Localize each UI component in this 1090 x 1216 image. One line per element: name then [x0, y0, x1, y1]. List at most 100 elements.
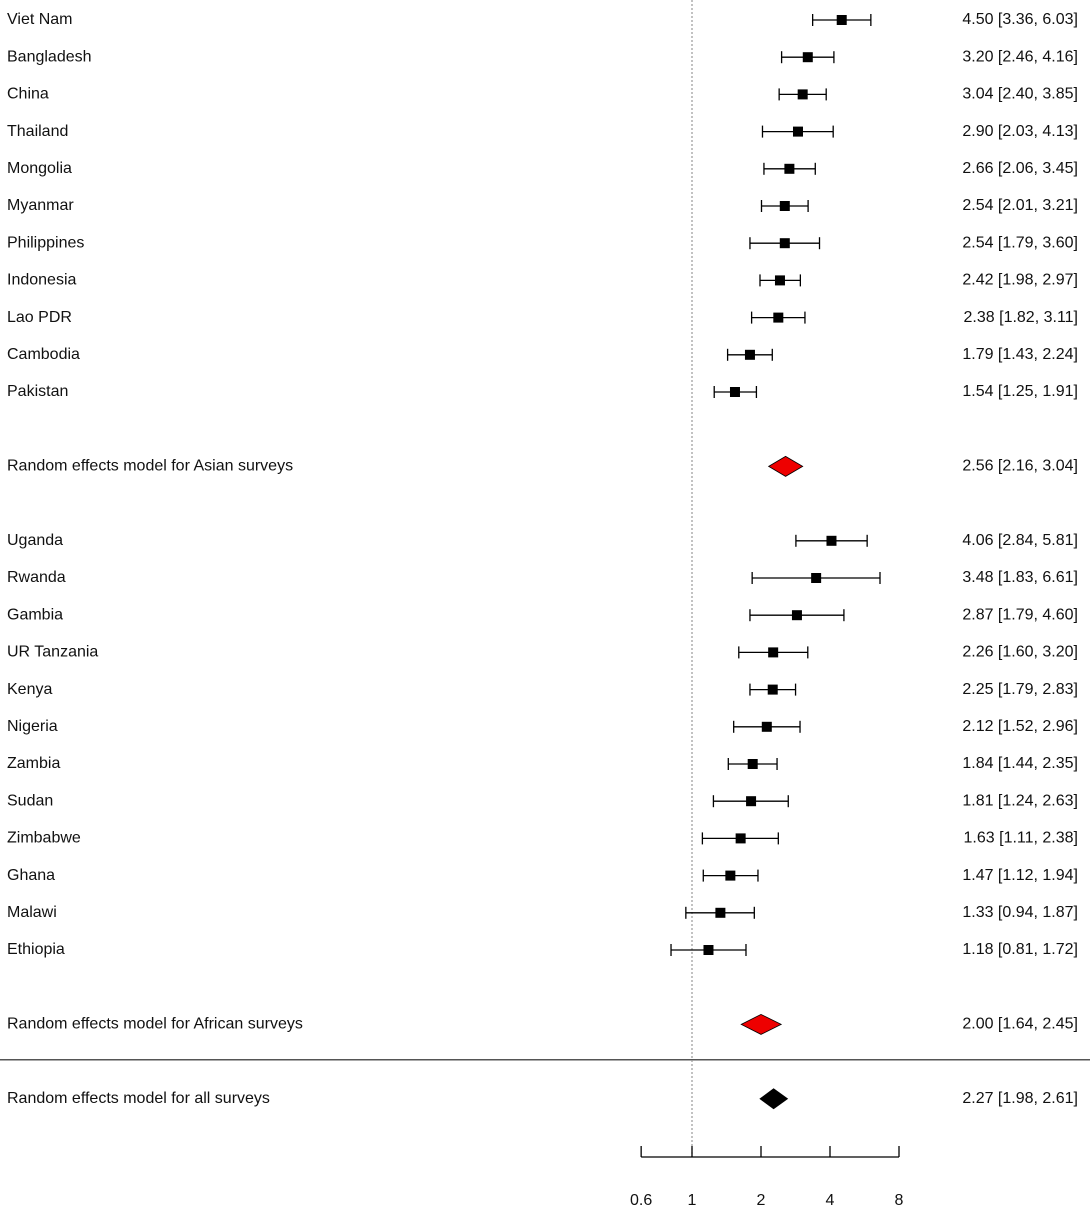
subgroup-summary-estimate-text: 2.00 [1.64, 2.45]: [962, 1016, 1078, 1033]
subgroup-summary-row: Random effects model for African surveys…: [7, 1013, 1078, 1035]
study-estimate-text: 2.90 [2.03, 4.13]: [962, 123, 1078, 140]
study-row: Bangladesh 3.20 [2.46, 4.16]: [7, 48, 1078, 65]
study-label: Indonesia: [7, 272, 76, 289]
study-row: Lao PDR 2.38 [1.82, 3.11]: [7, 309, 1078, 326]
x-tick-label: 4: [826, 1192, 835, 1209]
study-estimate-text: 1.63 [1.11, 2.38]: [964, 830, 1078, 847]
study-row: Viet Nam 4.50 [3.36, 6.03]: [7, 11, 1078, 28]
point-estimate-square: [768, 647, 779, 658]
subgroup-summary-label: Random effects model for Asian surveys: [7, 458, 293, 475]
study-label: Gambia: [7, 606, 63, 623]
point-estimate-square: [779, 201, 790, 211]
study-row: China 3.04 [2.40, 3.85]: [7, 86, 1078, 103]
subgroup-summary-diamond: [767, 455, 804, 477]
point-estimate-square: [703, 945, 714, 955]
study-label: Lao PDR: [7, 309, 72, 326]
study-label: Bangladesh: [7, 48, 92, 65]
point-estimate-square: [744, 349, 755, 360]
study-estimate-text: 2.66 [2.06, 3.45]: [962, 160, 1078, 177]
study-row: UR Tanzania 2.26 [1.60, 3.20]: [7, 644, 1078, 661]
study-label: Pakistan: [7, 383, 68, 400]
study-label: Nigeria: [7, 718, 58, 735]
study-label: Zambia: [7, 755, 60, 772]
subgroup-summary-label: Random effects model for African surveys: [7, 1016, 303, 1033]
point-estimate-square: [811, 573, 822, 583]
study-label: Sudan: [7, 792, 53, 809]
study-estimate-text: 4.06 [2.84, 5.81]: [962, 532, 1078, 549]
study-row: Nigeria 2.12 [1.52, 2.96]: [7, 718, 1078, 735]
study-estimate-text: 2.12 [1.52, 2.96]: [962, 718, 1078, 735]
study-label: Ethiopia: [7, 941, 65, 958]
point-estimate-square: [729, 387, 740, 397]
study-estimate-text: 1.18 [0.81, 1.72]: [962, 941, 1078, 958]
study-row: Zimbabwe 1.63 [1.11, 2.38]: [7, 830, 1078, 847]
study-estimate-text: 2.54 [1.79, 3.60]: [962, 234, 1078, 251]
point-estimate-square: [767, 684, 778, 695]
study-label: Philippines: [7, 234, 84, 251]
point-estimate-square: [773, 312, 784, 323]
study-label: Myanmar: [7, 197, 74, 214]
point-estimate-square: [761, 721, 772, 732]
study-estimate-text: 2.42 [1.98, 2.97]: [962, 272, 1078, 289]
study-row: Indonesia 2.42 [1.98, 2.97]: [7, 272, 1078, 289]
study-estimate-text: 3.04 [2.40, 3.85]: [962, 86, 1078, 103]
point-estimate-square: [797, 89, 808, 100]
rows-layer: Viet Nam 4.50 [3.36, 6.03] Bangladesh 3.20 …: [7, 11, 1078, 1110]
study-estimate-text: 2.25 [1.79, 2.83]: [962, 681, 1078, 698]
study-row: Rwanda 3.48 [1.83, 6.61]: [7, 569, 1078, 586]
x-axis: 0.6 1 2 4 8: [630, 1146, 904, 1209]
study-estimate-text: 2.87 [1.79, 4.60]: [962, 606, 1078, 623]
overall-summary-estimate-text: 2.27 [1.98, 2.61]: [962, 1090, 1078, 1107]
reference-layer: [0, 0, 1090, 1157]
study-row: Zambia 1.84 [1.44, 2.35]: [7, 755, 1078, 772]
overall-summary-diamond: [759, 1088, 789, 1110]
study-estimate-text: 4.50 [3.36, 6.03]: [962, 11, 1078, 28]
study-row: Sudan 1.81 [1.24, 2.63]: [7, 792, 1078, 809]
study-estimate-text: 1.47 [1.12, 1.94]: [962, 867, 1078, 884]
study-estimate-text: 1.54 [1.25, 1.91]: [962, 383, 1078, 400]
x-tick-label: 2: [757, 1192, 766, 1209]
study-label: Ghana: [7, 867, 55, 884]
study-row: Gambia 2.87 [1.79, 4.60]: [7, 606, 1078, 623]
point-estimate-square: [792, 126, 803, 137]
point-estimate-square: [779, 238, 790, 249]
point-estimate-square: [791, 610, 802, 621]
study-estimate-text: 3.48 [1.83, 6.61]: [962, 569, 1078, 586]
study-label: China: [7, 86, 49, 103]
study-label: Thailand: [7, 123, 68, 140]
study-estimate-text: 3.20 [2.46, 4.16]: [962, 48, 1078, 65]
study-label: Cambodia: [7, 346, 80, 363]
study-row: Uganda 4.06 [2.84, 5.81]: [7, 532, 1078, 549]
study-estimate-text: 2.54 [2.01, 3.21]: [962, 197, 1078, 214]
overall-summary-label: Random effects model for all surveys: [7, 1090, 270, 1107]
study-label: Zimbabwe: [7, 830, 81, 847]
study-row: Pakistan 1.54 [1.25, 1.91]: [7, 383, 1078, 400]
study-estimate-text: 1.33 [0.94, 1.87]: [962, 904, 1078, 921]
study-row: Ethiopia 1.18 [0.81, 1.72]: [7, 941, 1078, 958]
subgroup-summary-row: Random effects model for Asian surveys 2.…: [7, 455, 1078, 477]
study-estimate-text: 2.38 [1.82, 3.11]: [964, 309, 1078, 326]
x-tick-label: 1: [688, 1192, 697, 1209]
study-row: Mongolia 2.66 [2.06, 3.45]: [7, 160, 1078, 177]
study-row: Philippines 2.54 [1.79, 3.60]: [7, 234, 1078, 251]
subgroup-summary-estimate-text: 2.56 [2.16, 3.04]: [962, 458, 1078, 475]
subgroup-summary-diamond: [740, 1013, 783, 1035]
study-label: UR Tanzania: [7, 644, 98, 661]
point-estimate-square: [725, 870, 736, 881]
point-estimate-square: [774, 275, 785, 286]
point-estimate-square: [715, 907, 726, 918]
x-tick-label: 0.6: [630, 1192, 652, 1209]
study-row: Myanmar 2.54 [2.01, 3.21]: [7, 197, 1078, 214]
study-row: Ghana 1.47 [1.12, 1.94]: [7, 867, 1078, 884]
study-row: Malawi 1.33 [0.94, 1.87]: [7, 904, 1078, 921]
point-estimate-square: [746, 796, 757, 807]
x-tick-label: 8: [895, 1192, 904, 1209]
study-row: Cambodia 1.79 [1.43, 2.24]: [7, 346, 1078, 363]
point-estimate-square: [747, 759, 758, 769]
study-estimate-text: 1.84 [1.44, 2.35]: [962, 755, 1078, 772]
point-estimate-square: [802, 52, 813, 63]
study-label: Uganda: [7, 532, 63, 549]
study-label: Malawi: [7, 904, 57, 921]
study-label: Rwanda: [7, 569, 66, 586]
